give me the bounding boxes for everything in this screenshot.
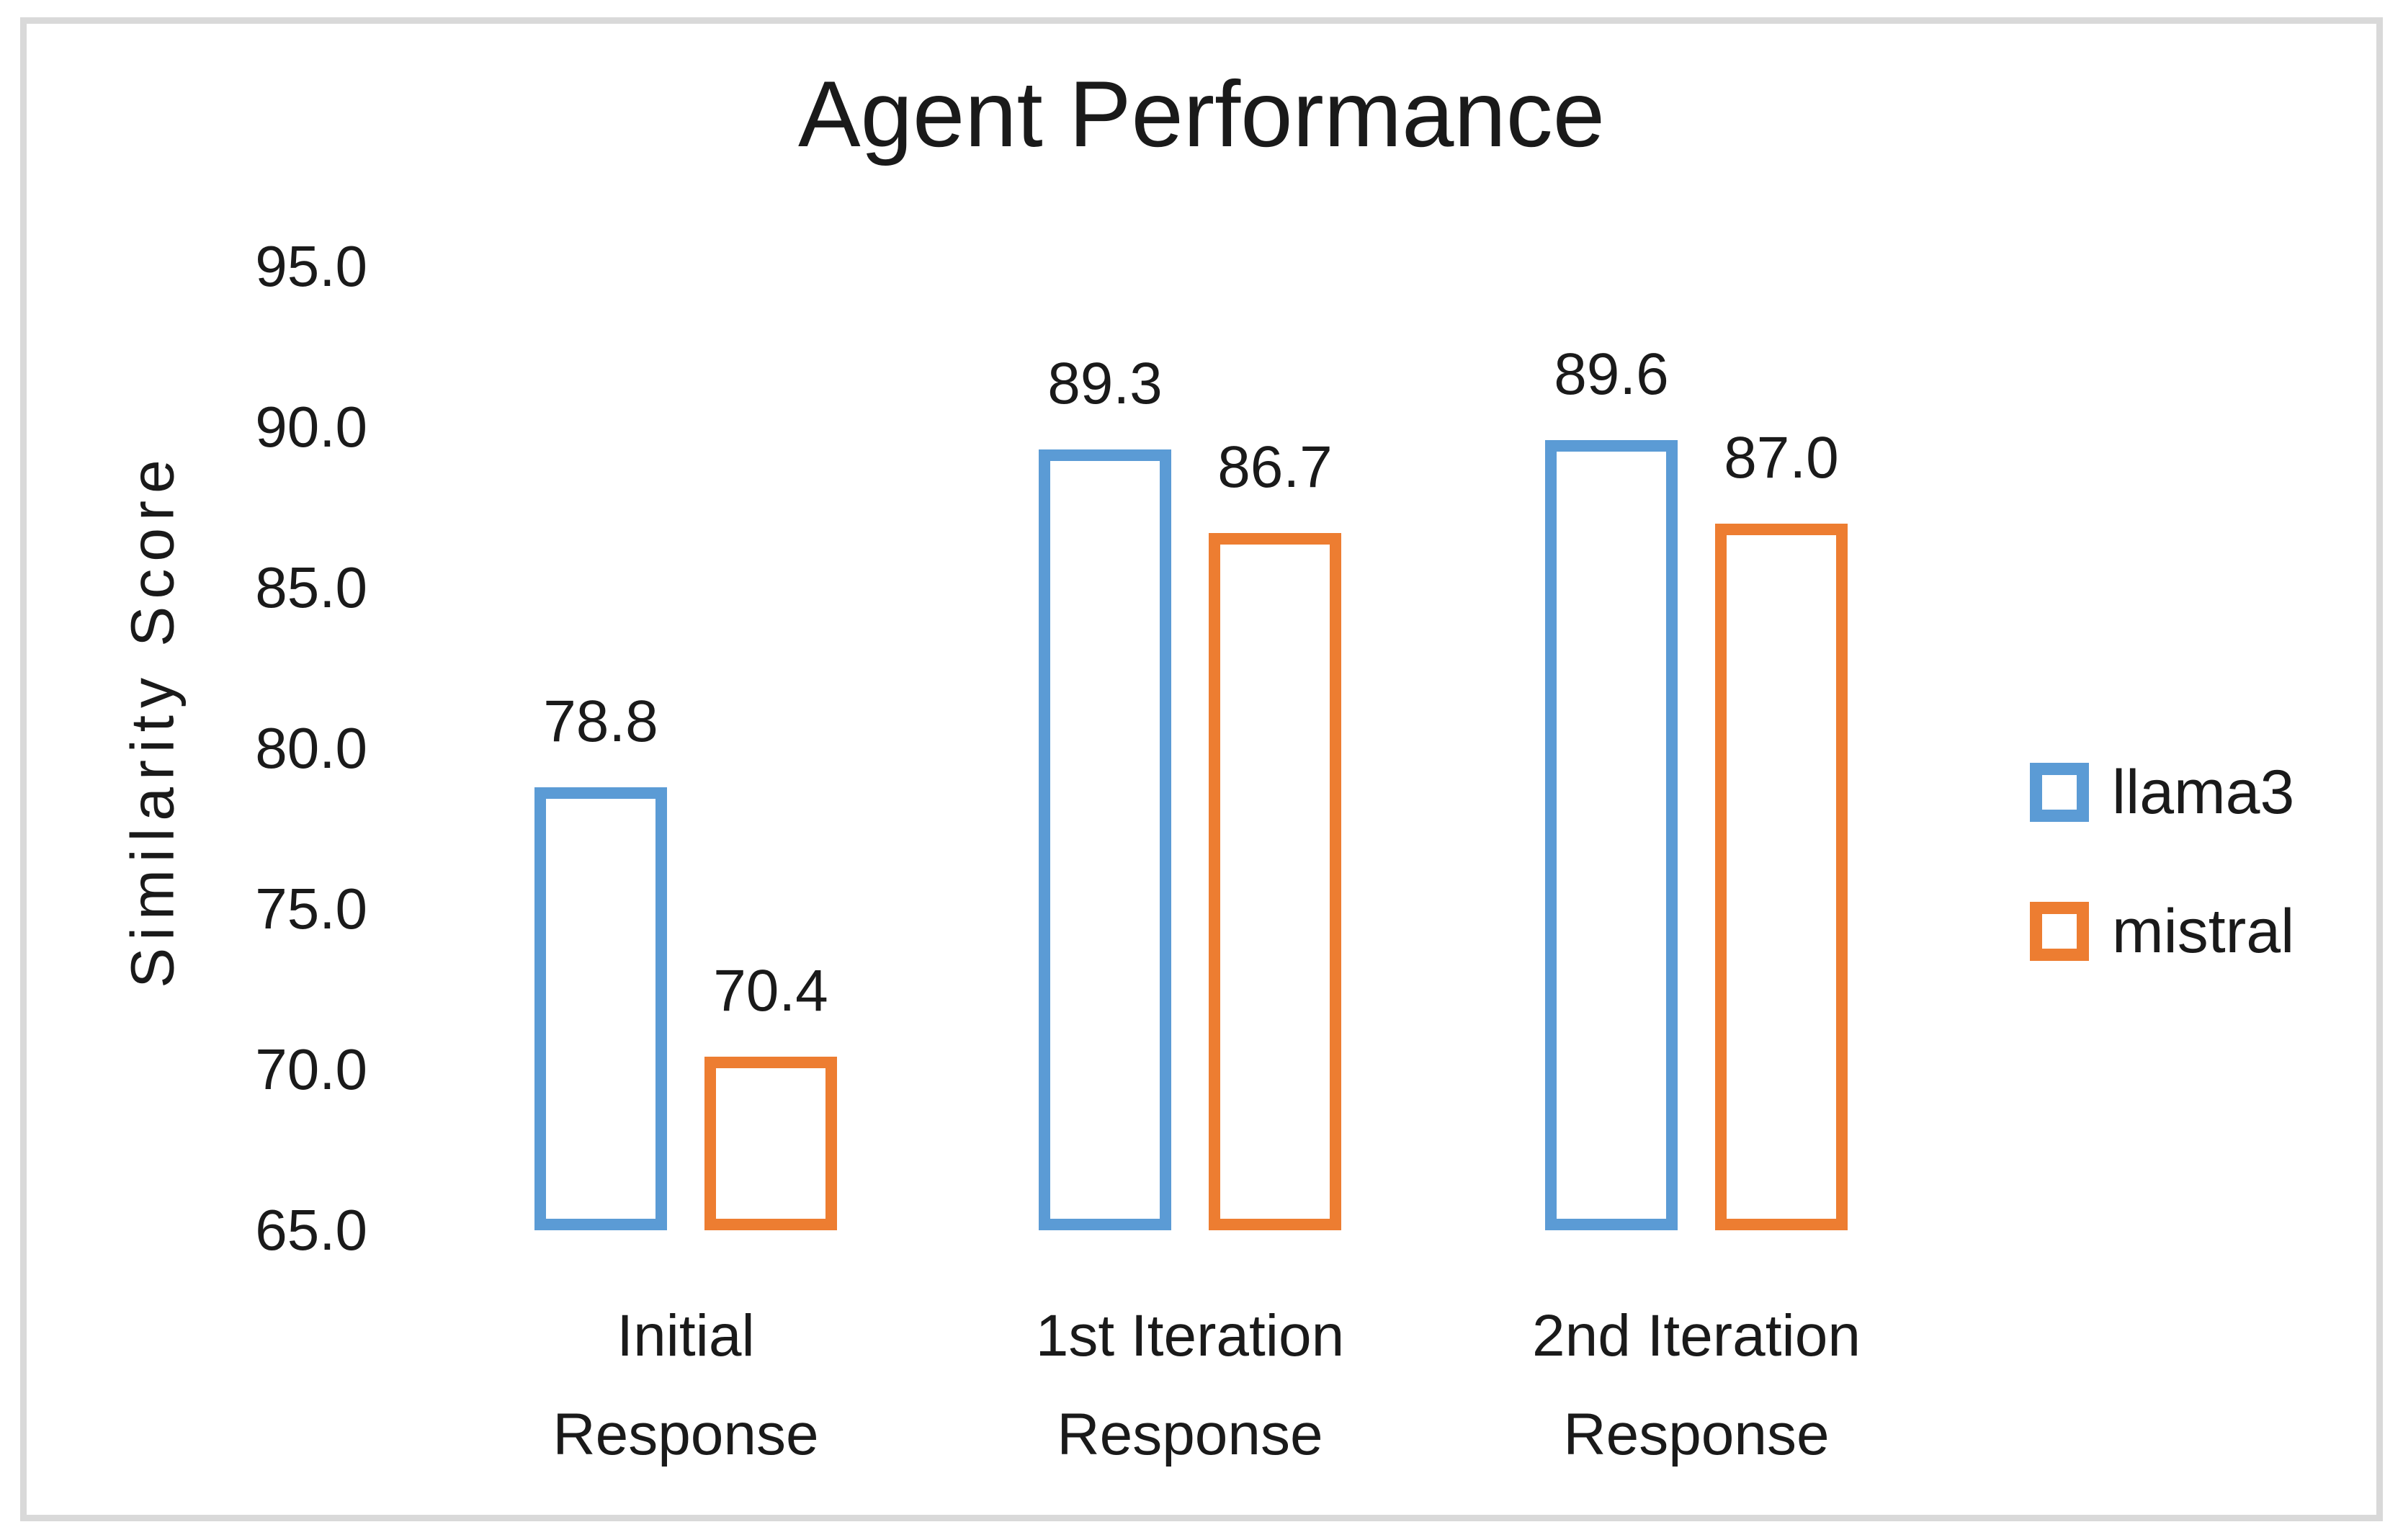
data-label-mistral-0: 70.4 <box>713 958 828 1024</box>
x-label-line: Response <box>1057 1402 1323 1467</box>
legend-label: llama3 <box>2112 758 2295 827</box>
y-tick-label-85.0: 85.0 <box>255 555 367 619</box>
x-category-label-1: 1st Iteration Response <box>938 1286 1442 1484</box>
bar-mistral-2 <box>1715 523 1848 1230</box>
y-tick-label-80.0: 80.0 <box>255 716 367 780</box>
y-tick-label-90.0: 90.0 <box>255 395 367 459</box>
x-category-label-0: Initial Response <box>434 1286 938 1484</box>
x-label-line: 2nd Iteration <box>1532 1303 1861 1369</box>
legend-swatch-icon <box>2030 902 2089 961</box>
legend-item-llama3: llama3 <box>2030 758 2295 827</box>
y-tick-label-65.0: 65.0 <box>255 1198 367 1262</box>
data-label-mistral-1: 86.7 <box>1217 434 1333 501</box>
y-tick-label-70.0: 70.0 <box>255 1037 367 1101</box>
data-label-mistral-2: 87.0 <box>1724 424 1839 491</box>
y-tick-label-95.0: 95.0 <box>255 234 367 298</box>
chart-title: Agent Performance <box>797 61 1606 166</box>
y-tick-label-75.0: 75.0 <box>255 877 367 941</box>
legend-label: mistral <box>2112 897 2295 966</box>
data-label-llama3-0: 78.8 <box>543 688 658 754</box>
bar-llama3-2 <box>1545 439 1678 1230</box>
bar-llama3-1 <box>1039 449 1171 1230</box>
data-label-llama3-1: 89.3 <box>1047 351 1163 417</box>
x-label-line: Initial <box>617 1303 755 1369</box>
bar-mistral-1 <box>1209 533 1341 1230</box>
x-label-line: 1st Iteration <box>1035 1303 1345 1369</box>
legend-item-mistral: mistral <box>2030 897 2295 966</box>
bar-llama3-0 <box>534 787 667 1230</box>
bar-mistral-0 <box>704 1057 837 1230</box>
legend-swatch-icon <box>2030 763 2089 822</box>
x-category-label-2: 2nd Iteration Response <box>1444 1286 1948 1484</box>
chart-frame <box>20 17 2383 1521</box>
x-label-line: Response <box>552 1402 819 1467</box>
data-label-llama3-2: 89.6 <box>1554 341 1669 407</box>
x-label-line: Response <box>1563 1402 1830 1467</box>
